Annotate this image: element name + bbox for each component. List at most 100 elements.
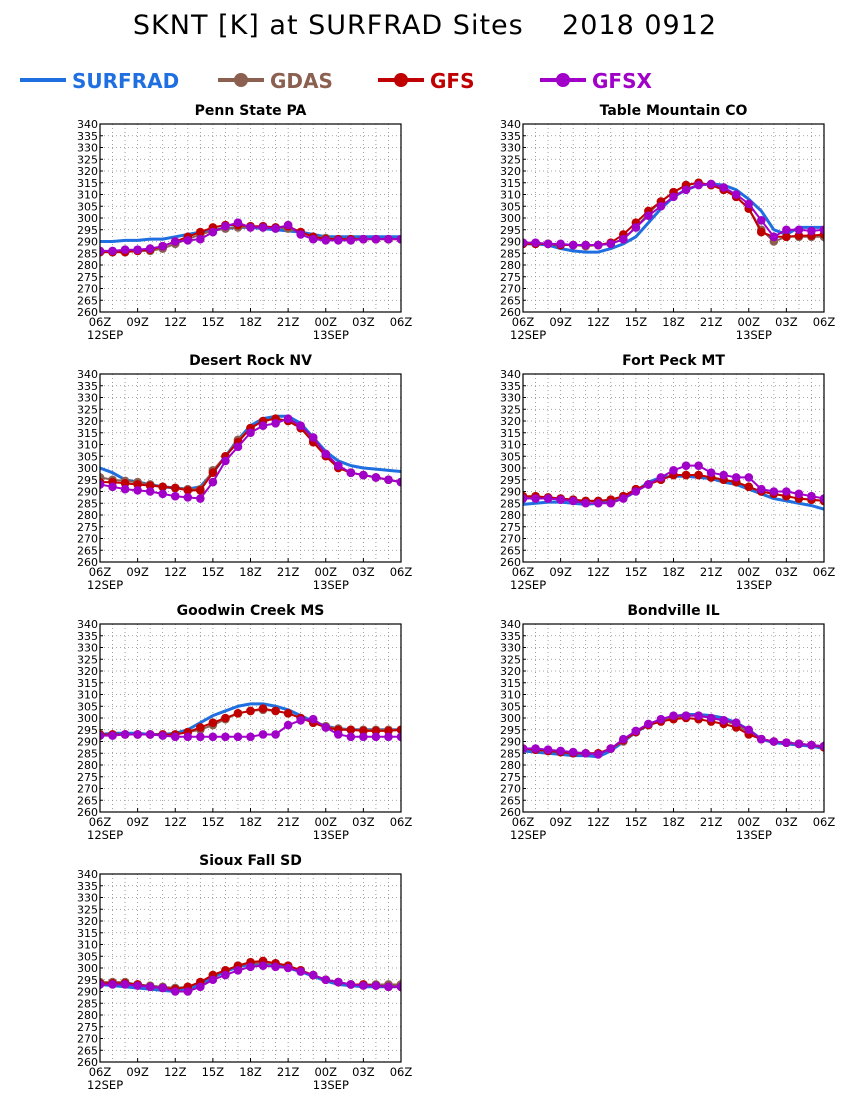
x-tick-label: 06Z — [390, 1065, 413, 1079]
x-tick-label: 00Z — [314, 1065, 337, 1079]
data-point-gfs — [233, 709, 243, 718]
x-tick-label: 15Z — [202, 815, 225, 829]
y-tick-label: 270 — [77, 533, 98, 546]
x-date-label: 13SEP — [313, 1078, 349, 1092]
data-point-gfsx — [321, 449, 331, 459]
x-date-label: 13SEP — [736, 828, 772, 842]
y-tick-label: 285 — [500, 247, 521, 260]
data-point-gfsx — [744, 725, 754, 735]
data-point-gfsx — [321, 975, 331, 985]
plot-area — [523, 178, 824, 254]
x-tick-label: 21Z — [277, 315, 300, 329]
data-point-gfsx — [631, 223, 641, 232]
data-point-gfsx — [681, 711, 691, 720]
chart-title: Bondville IL — [627, 603, 719, 619]
chart-panel-bondville-il: Bondville IL2602652702752802852902953003… — [500, 603, 835, 842]
x-tick-label: 15Z — [202, 565, 225, 579]
data-point-gfsx — [669, 192, 678, 202]
data-point-gfsx — [183, 732, 193, 742]
data-point-gfsx — [221, 970, 230, 980]
chart-title: Penn State PA — [195, 103, 307, 119]
y-tick-label: 285 — [77, 747, 98, 760]
y-tick-label: 260 — [77, 306, 98, 319]
y-tick-label: 290 — [77, 986, 98, 999]
y-tick-label: 325 — [500, 403, 521, 416]
y-tick-label: 280 — [77, 1009, 98, 1022]
data-point-gfsx — [819, 225, 824, 235]
data-point-gfsx — [233, 966, 243, 975]
data-point-gfsx — [523, 238, 528, 247]
y-tick-label: 295 — [77, 974, 98, 987]
data-point-gfsx — [794, 489, 804, 499]
x-tick-label: 18Z — [662, 315, 685, 329]
data-point-gfs — [183, 486, 193, 495]
x-tick-label: 03Z — [352, 315, 375, 329]
y-tick-label: 290 — [77, 486, 98, 499]
data-point-gfsx — [196, 234, 205, 244]
data-point-gfsx — [246, 962, 255, 972]
y-tick-label: 320 — [77, 165, 98, 178]
y-tick-label: 275 — [77, 521, 98, 534]
y-tick-label: 300 — [500, 212, 521, 225]
x-tick-label: 15Z — [625, 815, 648, 829]
data-point-gfsx — [233, 218, 243, 227]
data-point-gfsx — [145, 730, 155, 739]
data-point-gfsx — [208, 477, 218, 487]
data-point-gfsx — [694, 711, 703, 720]
data-point-gfsx — [756, 216, 766, 225]
y-tick-label: 310 — [77, 939, 98, 952]
data-point-gfsx — [283, 963, 293, 973]
x-tick-label: 06Z — [89, 315, 112, 329]
data-point-gfsx — [731, 190, 741, 199]
x-tick-label: 15Z — [625, 315, 648, 329]
data-point-gfsx — [100, 480, 105, 489]
data-point-gfsx — [120, 730, 130, 739]
y-tick-label: 310 — [500, 689, 521, 702]
x-tick-label: 21Z — [277, 1065, 300, 1079]
x-tick-label: 06Z — [813, 565, 836, 579]
y-tick-label: 305 — [77, 950, 98, 963]
x-tick-label: 09Z — [126, 565, 149, 579]
legend-label-gfs: GFS — [430, 69, 474, 93]
y-tick-label: 310 — [77, 689, 98, 702]
x-tick-label: 06Z — [390, 565, 413, 579]
data-point-gfsx — [523, 744, 528, 753]
y-tick-label: 315 — [500, 677, 521, 690]
data-point-gfsx — [644, 719, 653, 729]
y-tick-label: 325 — [77, 903, 98, 916]
data-point-gfsx — [531, 238, 540, 247]
y-tick-label: 305 — [500, 200, 521, 213]
data-point-gfsx — [523, 494, 528, 503]
data-point-gfs — [221, 713, 230, 723]
data-point-gfs — [371, 726, 381, 736]
y-tick-label: 270 — [500, 283, 521, 296]
data-point-gfs — [133, 480, 142, 489]
y-tick-label: 285 — [500, 497, 521, 510]
data-point-gfsx — [606, 498, 616, 508]
data-point-gfs — [120, 478, 130, 488]
data-point-gfsx — [756, 734, 766, 744]
data-point-gfsx — [719, 716, 728, 725]
data-point-gfsx — [258, 421, 268, 431]
y-tick-label: 295 — [500, 724, 521, 737]
y-tick-label: 320 — [77, 915, 98, 928]
y-tick-label: 315 — [77, 177, 98, 190]
y-tick-label: 340 — [500, 618, 521, 631]
x-tick-label: 15Z — [625, 565, 648, 579]
x-tick-label: 06Z — [813, 815, 836, 829]
data-point-gfsx — [396, 477, 401, 487]
y-tick-label: 305 — [77, 700, 98, 713]
data-point-gfsx — [631, 726, 641, 736]
data-point-gfsx — [100, 731, 105, 740]
data-point-gfsx — [296, 421, 305, 431]
chart-frame — [99, 123, 402, 313]
y-tick-label: 325 — [77, 403, 98, 416]
x-tick-label: 18Z — [239, 315, 262, 329]
data-point-gfsx — [321, 723, 331, 732]
data-point-gfsx — [756, 484, 766, 494]
x-date-label: 13SEP — [736, 578, 772, 592]
data-point-gfsx — [233, 732, 243, 742]
data-point-gfsx — [158, 983, 168, 993]
y-tick-label: 325 — [500, 653, 521, 666]
data-point-gfsx — [296, 716, 305, 725]
